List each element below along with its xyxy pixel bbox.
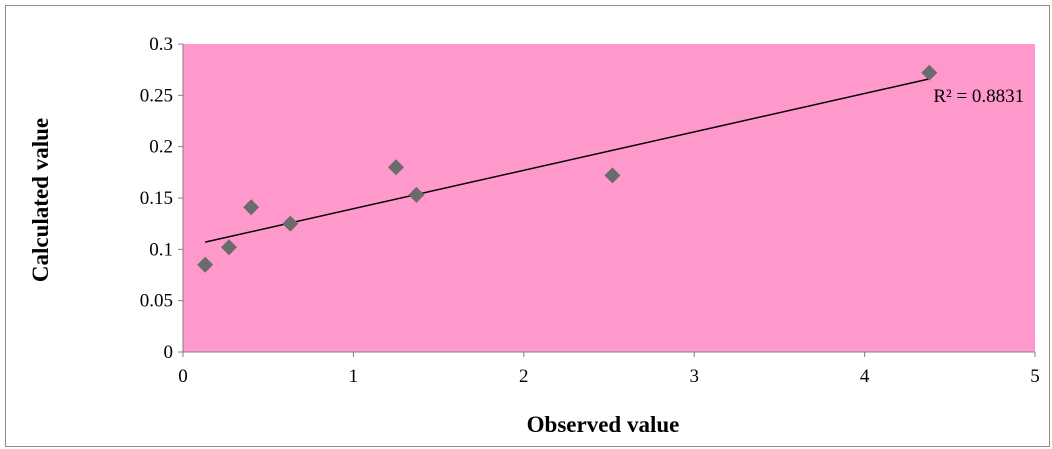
x-tick-label: 2 — [519, 366, 529, 387]
data-point — [408, 186, 425, 203]
data-point — [221, 239, 238, 256]
y-tick-label: 0.05 — [140, 291, 173, 312]
data-point — [282, 215, 299, 232]
x-tick-label: 1 — [349, 366, 359, 387]
scatter-chart: 0 0.05 0.1 0.15 0.2 0.25 0.3 0 1 2 3 4 5 R² = 0.883… — [28, 34, 1040, 437]
data-points — [197, 64, 938, 273]
data-point — [197, 256, 214, 273]
plot-area — [183, 44, 1035, 352]
y-tick-label: 0.15 — [140, 188, 173, 209]
x-axis-title: Observed value — [527, 412, 680, 437]
trendline — [204, 78, 930, 243]
x-axis-ticks: 0 1 2 3 4 5 — [178, 352, 1040, 387]
data-point — [243, 199, 260, 216]
data-point — [604, 167, 621, 184]
x-tick-label: 5 — [1030, 366, 1040, 387]
r-squared-label: R² = 0.8831 — [933, 86, 1024, 107]
y-tick-label: 0.1 — [149, 239, 173, 260]
data-point — [921, 64, 938, 81]
y-axis-ticks: 0 0.05 0.1 0.15 0.2 0.25 0.3 — [140, 34, 183, 363]
y-tick-label: 0.3 — [149, 34, 173, 55]
y-axis-title: Calculated value — [28, 118, 53, 282]
x-tick-label: 4 — [860, 366, 870, 387]
y-tick-label: 0 — [164, 342, 174, 363]
data-point — [388, 159, 404, 176]
y-tick-label: 0.2 — [149, 137, 173, 158]
x-tick-label: 0 — [178, 366, 188, 387]
x-tick-label: 3 — [689, 366, 699, 387]
y-tick-label: 0.25 — [140, 85, 173, 106]
chart-frame: 0 0.05 0.1 0.15 0.2 0.25 0.3 0 1 2 3 4 5 R² = 0.883… — [5, 5, 1050, 447]
